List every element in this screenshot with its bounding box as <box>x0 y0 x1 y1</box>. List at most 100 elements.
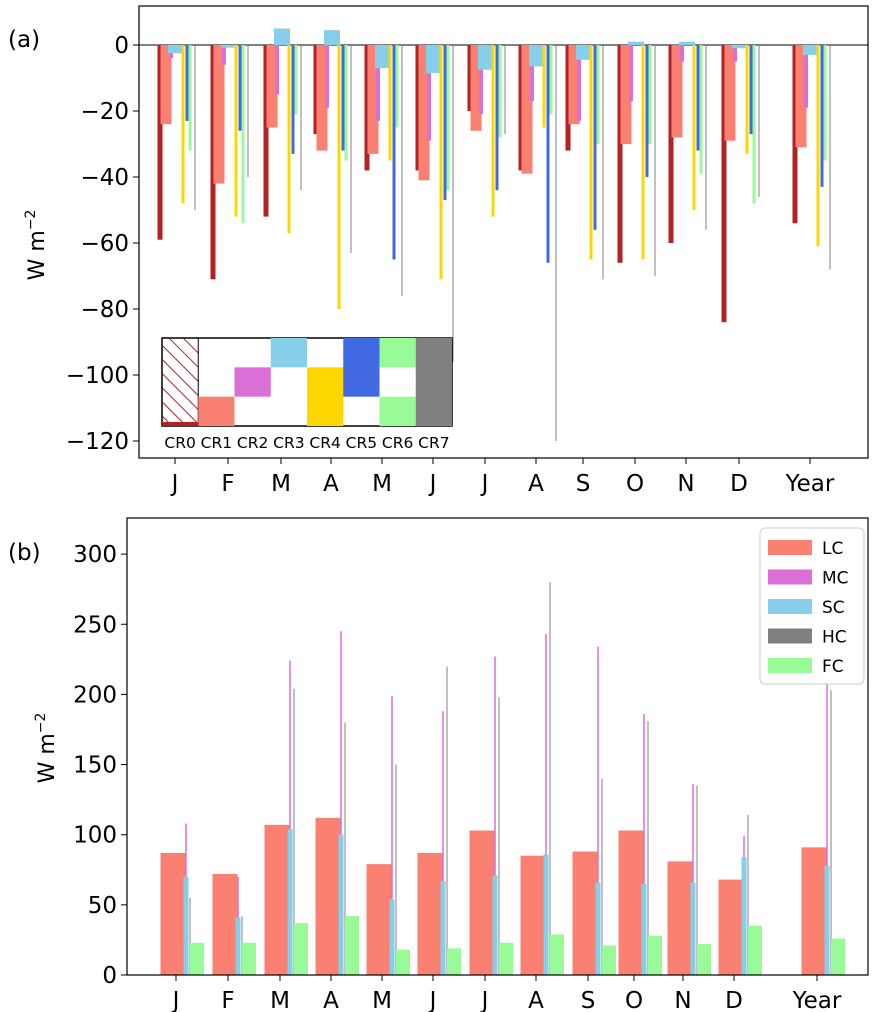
y-tick-label: −100 <box>66 363 129 389</box>
bar-cr5-a-7 <box>546 45 550 263</box>
bar-lc-j-0 <box>160 852 186 975</box>
panel-a-y-axis-label: W m−2 <box>23 210 50 281</box>
bar-cr5-j-5 <box>443 45 447 201</box>
x-tick-label: A <box>323 471 339 497</box>
bar-cr6-j-5 <box>446 45 450 191</box>
bar-cr2-year-12 <box>804 45 808 108</box>
bar-cr2-n-10 <box>680 45 684 62</box>
y-tick-label: −120 <box>66 429 129 455</box>
bar-cr4-j-5 <box>439 45 443 280</box>
legend-swatch-lc <box>768 540 812 555</box>
legend-label-mc: MC <box>822 569 849 589</box>
inset-block-cr7 <box>415 338 452 426</box>
bar-cr3-n-10 <box>679 41 695 45</box>
bar-fc-j-5 <box>447 948 461 975</box>
x-tick-label: M <box>372 471 392 497</box>
y-tick-label: 300 <box>73 542 117 568</box>
bar-hc-d-11 <box>747 815 749 975</box>
bar-fc-n-10 <box>697 944 711 975</box>
panel-b-x-axis: J F M A M J J A S O N D Year <box>171 975 842 1012</box>
inset-label-cr3: CR3 <box>273 434 304 452</box>
panel-a-plot-area <box>138 5 869 459</box>
x-tick-label: J <box>170 471 179 497</box>
legend-swatch-mc <box>768 569 812 585</box>
bar-cr0-m-4 <box>364 45 370 171</box>
bar-fc-a-3 <box>345 916 359 975</box>
bar-cr1-j-6 <box>470 45 482 131</box>
x-tick-label: O <box>625 988 643 1012</box>
legend-label-lc: LC <box>822 539 843 559</box>
bar-cr3-s-8 <box>576 45 592 60</box>
bar-cr7-n-10 <box>705 45 707 230</box>
bar-sc-o-9 <box>641 883 647 975</box>
bar-fc-year-12 <box>831 938 845 975</box>
inset-block-cr6 <box>379 338 416 368</box>
panel-a: (a) CR0 CR1 CR2 CR3 CR4 CR5 CR6 CR7 0 −20 −40 −60 −… <box>8 5 869 497</box>
panel-b-legend: LC MC SC HC FC <box>759 527 865 685</box>
bar-cr5-m-4 <box>392 45 396 260</box>
panel-b-y-axis-label: W m−2 <box>33 713 60 784</box>
bar-cr6-s-8 <box>596 45 600 144</box>
bar-lc-s-8 <box>572 851 598 975</box>
bar-cr7-j-0 <box>194 45 196 210</box>
legend-swatch-fc <box>768 658 812 673</box>
bar-fc-d-11 <box>748 925 762 975</box>
bar-cr3-a-3 <box>324 30 340 45</box>
panel-b-plot-area <box>126 517 869 976</box>
bar-cr4-s-8 <box>589 45 593 260</box>
x-tick-label: J <box>428 471 437 497</box>
bar-cr3-j-5 <box>426 45 442 74</box>
x-tick-label: F <box>221 471 234 497</box>
bar-mc-a-3 <box>340 631 342 975</box>
x-tick-label: N <box>674 988 691 1012</box>
bar-cr2-s-8 <box>577 45 581 121</box>
bar-lc-d-11 <box>718 879 744 975</box>
inset-label-cr2: CR2 <box>237 434 268 452</box>
bar-cr1-j-5 <box>418 45 430 181</box>
y-tick-label: −60 <box>80 231 129 257</box>
bar-cr5-s-8 <box>593 45 597 230</box>
bar-cr4-m-2 <box>287 45 291 234</box>
x-tick-label: A <box>528 988 544 1012</box>
bar-cr2-d-11 <box>733 45 737 62</box>
bar-cr0-d-11 <box>721 45 727 323</box>
inset-label-cr0: CR0 <box>164 434 195 452</box>
bar-mc-n-10 <box>692 784 694 975</box>
panel-a-y-axis: 0 −20 −40 −60 −80 −100 −120 <box>66 33 139 455</box>
bar-cr6-d-11 <box>752 45 756 204</box>
bar-hc-s-8 <box>601 778 603 975</box>
legend-label-fc: FC <box>822 657 844 677</box>
bar-cr4-year-12 <box>816 45 820 247</box>
bar-cr5-year-12 <box>820 45 824 187</box>
bar-cr4-o-9 <box>641 45 645 260</box>
bar-lc-j-6 <box>469 830 495 975</box>
bar-cr5-n-10 <box>696 45 700 151</box>
x-tick-label: M <box>271 471 291 497</box>
legend-label-sc: SC <box>822 598 845 618</box>
bar-cr2-a-7 <box>530 45 534 102</box>
bar-cr7-f-1 <box>247 45 249 177</box>
y-tick-label: −20 <box>80 99 129 125</box>
bar-cr7-j-6 <box>504 45 506 135</box>
bar-lc-n-10 <box>667 861 693 975</box>
bar-cr3-d-11 <box>732 45 748 49</box>
bar-fc-j-6 <box>499 942 513 975</box>
y-tick-label: 200 <box>73 682 117 708</box>
y-tick-label: −80 <box>80 297 129 323</box>
bar-cr3-a-7 <box>529 45 545 67</box>
bar-cr2-m-2 <box>275 45 279 95</box>
bar-hc-n-10 <box>696 785 698 975</box>
bar-fc-a-7 <box>550 934 564 975</box>
inset-label-cr6: CR6 <box>382 434 413 452</box>
bar-mc-s-8 <box>597 646 599 975</box>
bar-sc-a-7 <box>543 854 549 975</box>
bar-cr0-year-12 <box>792 45 798 224</box>
inset-cr0-bottom-bar <box>162 422 199 426</box>
bar-cr7-s-8 <box>602 45 604 280</box>
legend-swatch-sc <box>768 599 812 614</box>
inset-block-cr0 <box>161 337 199 427</box>
bar-sc-s-8 <box>595 882 601 975</box>
bar-cr0-j-5 <box>415 45 421 171</box>
